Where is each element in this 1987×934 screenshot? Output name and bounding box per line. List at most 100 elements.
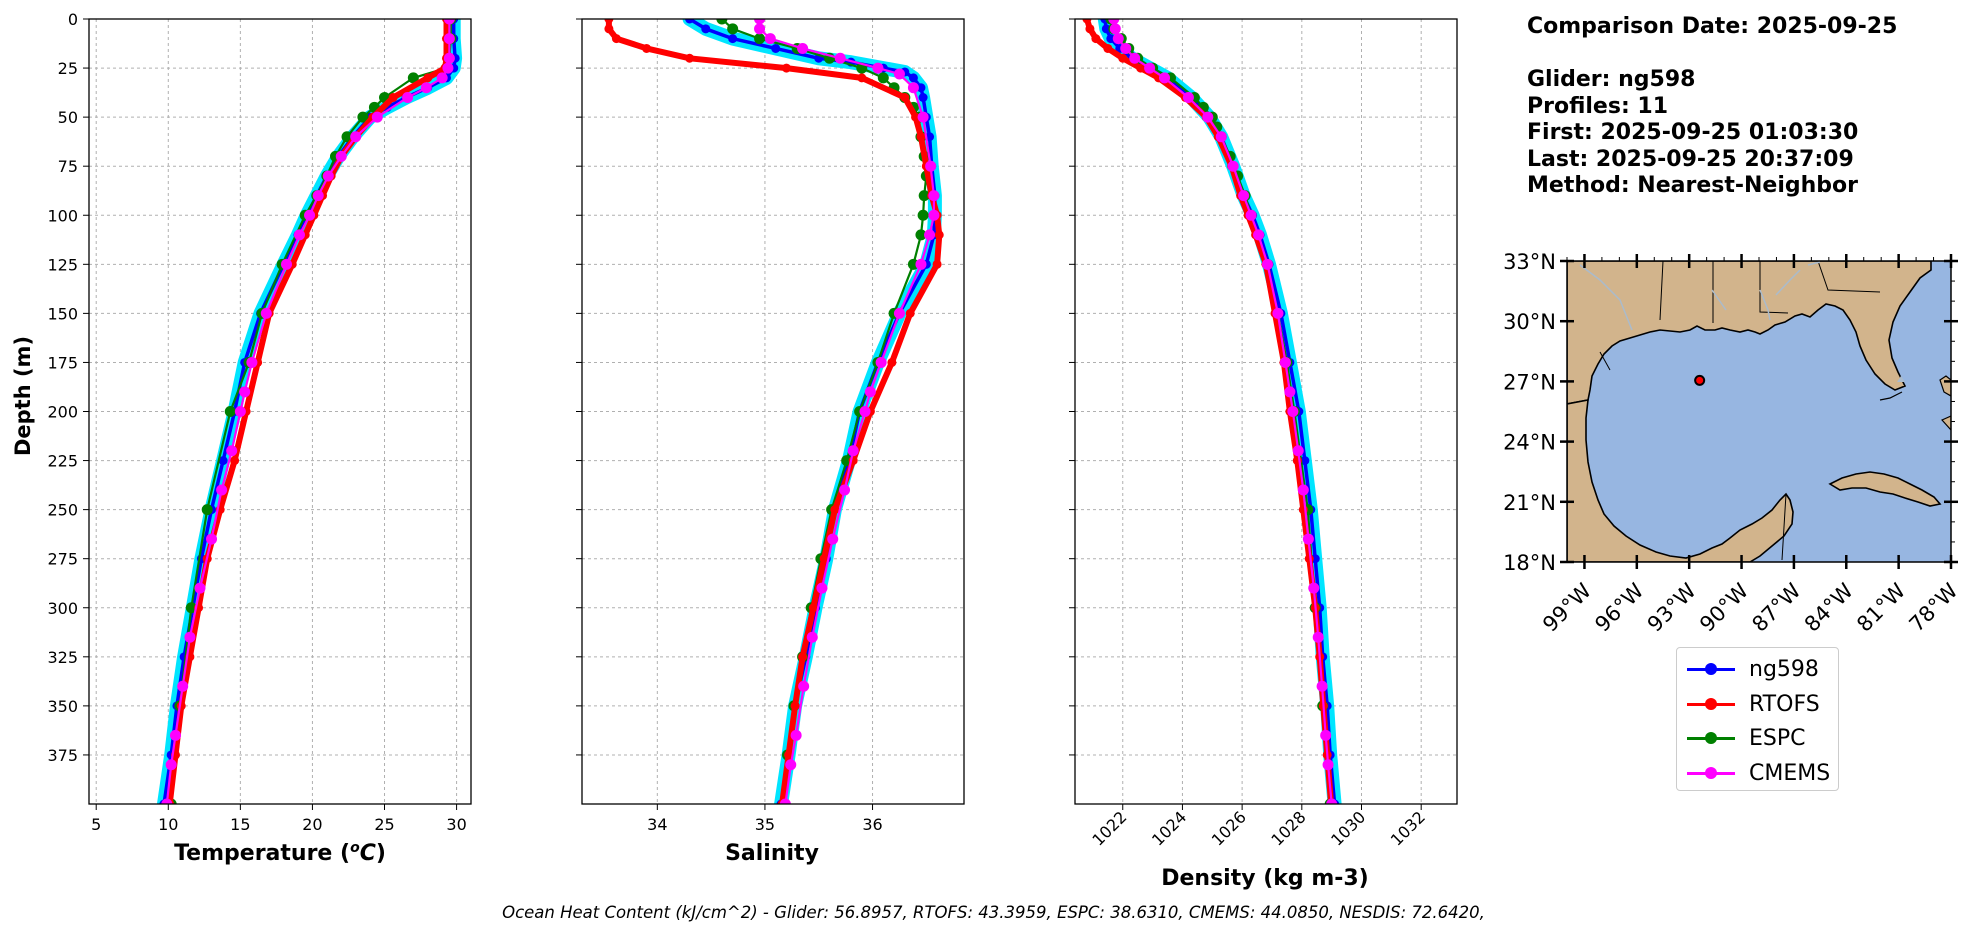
series-point-RTOFS (388, 93, 398, 102)
series-point-CMEMS (260, 307, 272, 319)
series-point-ng598 (771, 43, 781, 53)
profile-count: Profiles: 11 (1527, 93, 1669, 119)
series-point-CMEMS (1144, 62, 1156, 74)
series-point-RTOFS (830, 505, 840, 515)
y-tick-label: 175 (47, 353, 78, 372)
series-point-CMEMS (1215, 131, 1227, 143)
series-point-CMEMS (1272, 307, 1284, 319)
map-land-mexico (1567, 399, 1794, 562)
x-tick-label: 20 (302, 815, 322, 834)
series-point-CMEMS (246, 356, 258, 368)
x-tick-label: 15 (230, 815, 250, 834)
series-point-ng598 (701, 24, 711, 34)
series-point-RTOFS (781, 63, 791, 73)
method: Method: Nearest-Neighbor (1527, 173, 1858, 198)
series-point-ng598 (218, 456, 228, 466)
x-tick-label: 1022 (1088, 807, 1130, 849)
map-lon-label: 81°W (1852, 578, 1910, 636)
map-lon-label: 84°W (1800, 578, 1858, 636)
temperature-panel: 0 25 50 75 100 125 150 175 200 225 250 275 300 325 350… (47, 10, 472, 834)
legend-marker (1705, 732, 1717, 744)
series-point-RTOFS (642, 43, 652, 53)
legend-swatch (1687, 728, 1735, 748)
density-panel: 1022 1024 1026 1028 1030 1032 (1069, 18, 1458, 850)
location-map: 99°W96°W93°W90°W87°W84°W81°W78°W 33°N 30°N… (1503, 250, 1963, 637)
series-point-CMEMS (1108, 19, 1120, 25)
series-point-CMEMS (1182, 92, 1194, 103)
density-axis-title: Density (kg m-3) (1161, 866, 1369, 891)
series-line-CMEMS (1112, 19, 1333, 804)
first-time: First: 2025-09-25 01:03:30 (1527, 120, 1859, 145)
legend-swatch (1687, 763, 1735, 783)
series-point-ESPC (716, 19, 728, 25)
x-tick-label: 1030 (1327, 807, 1369, 849)
y-tick-label: 100 (47, 206, 78, 225)
series-point-ESPC (357, 111, 369, 123)
series-point-CMEMS (436, 72, 448, 84)
series-point-ESPC (915, 229, 927, 241)
series-point-CMEMS (1297, 484, 1309, 496)
series-point-CMEMS (1245, 209, 1257, 221)
series-point-CMEMS (1109, 23, 1121, 35)
series-point-CMEMS (1159, 72, 1171, 84)
legend-label: RTOFS (1749, 691, 1820, 717)
series-point-CMEMS (1253, 229, 1265, 241)
series-point-ESPC (877, 72, 889, 84)
series-point-CMEMS (350, 131, 362, 143)
series-point-CMEMS (798, 680, 810, 692)
series-point-RTOFS (934, 230, 944, 240)
series-point-CMEMS (827, 533, 839, 545)
map-lon-label: 78°W (1905, 578, 1963, 636)
map-lat-label: 30°N (1503, 310, 1556, 334)
series-point-ESPC (727, 23, 739, 35)
series-point-CMEMS (797, 42, 809, 54)
map-land-cuba (1828, 471, 1942, 507)
series-point-CMEMS (443, 52, 455, 64)
series-point-RTOFS (798, 652, 808, 662)
series-point-CMEMS (893, 68, 905, 80)
series-point-CMEMS (1284, 386, 1296, 398)
map-land-bahamas (1939, 375, 1951, 431)
series-point-CMEMS (335, 150, 347, 162)
legend: ng598 RTOFS ESPC CMEMS (1676, 647, 1839, 791)
series-point-RTOFS (1136, 63, 1146, 73)
salinity-axis-title: Salinity (725, 841, 819, 866)
plot-area (1082, 19, 1342, 804)
series-point-CMEMS (216, 484, 228, 496)
series-point-CMEMS (184, 631, 196, 643)
series-point-CMEMS (925, 160, 937, 172)
series-point-CMEMS (1279, 356, 1291, 368)
series-point-RTOFS (857, 73, 867, 83)
series-point-RTOFS (916, 132, 926, 142)
series-point-CMEMS (1302, 533, 1314, 545)
series-point-CMEMS (1112, 33, 1124, 45)
map-lon-label: 99°W (1538, 578, 1596, 636)
series-point-ng598 (685, 19, 695, 24)
legend-item-cmems: CMEMS (1687, 758, 1830, 788)
series-point-RTOFS (808, 603, 818, 613)
plot-area (604, 19, 944, 804)
y-tick-label: 75 (58, 157, 78, 176)
series-line-ng598 (162, 19, 457, 804)
series-point-ng598 (916, 83, 926, 93)
comparison-date: Comparison Date: 2025-09-25 (1527, 14, 1898, 39)
x-tick-label: 5 (91, 815, 101, 834)
legend-label: ng598 (1749, 656, 1819, 682)
series-point-CMEMS (1326, 798, 1338, 804)
series-point-CMEMS (816, 582, 828, 594)
series-point-CMEMS (169, 729, 181, 741)
series-point-CMEMS (165, 759, 177, 771)
series-point-ESPC (407, 72, 419, 84)
series-point-CMEMS (872, 62, 884, 74)
series-point-RTOFS (1091, 34, 1101, 44)
series-point-CMEMS (293, 229, 305, 241)
series-point-CMEMS (442, 62, 454, 74)
series-point-ESPC (754, 33, 766, 45)
series-point-CMEMS (806, 631, 818, 643)
series-point-CMEMS (177, 680, 189, 692)
legend-item-rtofs: RTOFS (1687, 689, 1820, 719)
y-tick-label: 275 (47, 550, 78, 569)
series-point-CMEMS (1261, 258, 1273, 270)
y-tick-label: 375 (47, 746, 78, 765)
